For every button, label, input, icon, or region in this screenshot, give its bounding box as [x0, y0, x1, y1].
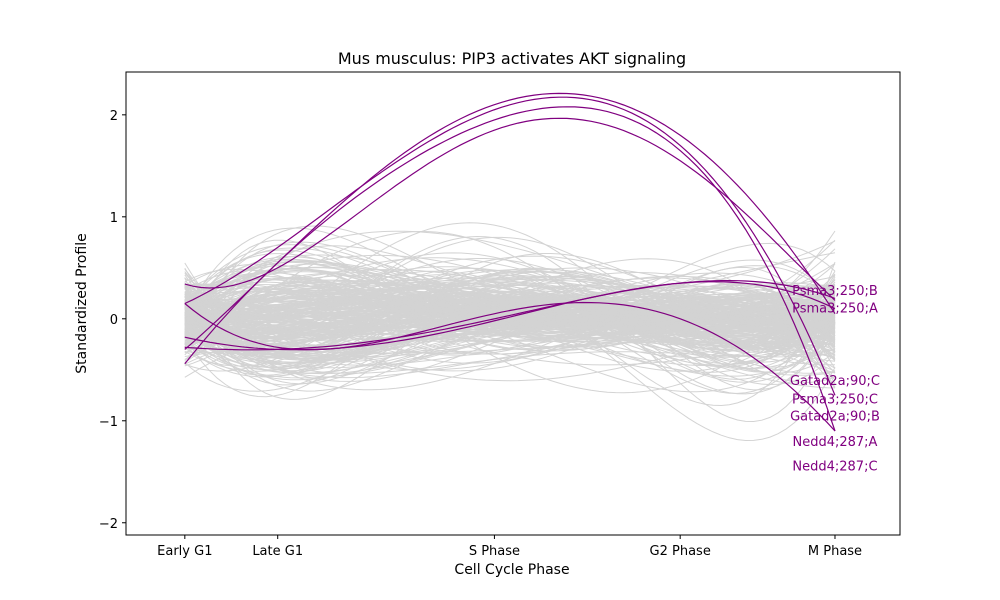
y-tick-label: 0	[110, 313, 118, 328]
series-label-1: Psma3;250;A	[792, 302, 878, 317]
background-profile-line	[184, 305, 836, 325]
series-label-6: Nedd4;287;C	[792, 460, 877, 475]
background-profile-line	[184, 290, 836, 320]
series-label-5: Nedd4;287;A	[792, 435, 877, 450]
background-profile-line	[184, 261, 836, 407]
background-profile-line	[184, 274, 836, 373]
background-profile-line	[184, 236, 836, 368]
background-profile-line	[184, 281, 836, 329]
background-profile-line	[184, 295, 836, 327]
y-tick-label: 1	[110, 211, 118, 226]
background-profile-line	[184, 330, 836, 382]
x-axis: Early G1 Late G1 S Phase G2 Phase M Phase	[157, 535, 862, 559]
background-profile-line	[184, 281, 836, 347]
background-profile-line	[184, 332, 836, 377]
series-label-2: Gatad2a;90;C	[790, 374, 880, 389]
series-line-3	[184, 96, 836, 396]
background-profile-line	[184, 282, 836, 364]
y-tick-label: 2	[110, 109, 118, 124]
series-line-0	[184, 117, 836, 301]
background-profile-line	[184, 303, 836, 338]
x-axis-label: Cell Cycle Phase	[454, 562, 569, 578]
series-label-4: Gatad2a;90;B	[790, 410, 880, 425]
background-profile-line	[184, 269, 836, 363]
series-label-3: Psma3;250;C	[792, 392, 878, 407]
background-profile-line	[184, 279, 836, 340]
background-profile-line	[184, 299, 836, 393]
x-tick-label: M Phase	[808, 544, 862, 559]
series-line-6	[184, 106, 836, 432]
y-tick-label: −2	[99, 517, 118, 532]
background-profile-line	[184, 307, 836, 341]
background-profile-line	[184, 271, 836, 360]
plot-frame	[125, 71, 901, 536]
background-profile-line	[184, 296, 836, 334]
background-profile-line	[184, 271, 836, 343]
x-tick-label: S Phase	[469, 544, 520, 559]
background-profile-line	[184, 272, 836, 361]
background-profile-line	[184, 286, 836, 346]
background-profile-line	[184, 282, 836, 347]
series-labels: Psma3;250;B Psma3;250;A Gatad2a;90;C Psma3;…	[790, 284, 880, 474]
background-profile-line	[184, 282, 836, 330]
y-tick-label: −1	[99, 415, 118, 430]
x-tick-label: G2 Phase	[650, 544, 711, 559]
plot-area	[184, 92, 836, 442]
background-profile-line	[184, 291, 836, 344]
y-axis-label: Standardized Profile	[74, 233, 90, 373]
x-tick-label: Late G1	[252, 544, 303, 559]
background-profile-line	[184, 279, 836, 350]
background-profile-line	[184, 284, 836, 371]
chart-title: Mus musculus: PIP3 activates AKT signali…	[338, 49, 686, 68]
background-profile-line	[184, 230, 836, 395]
background-profile-line	[184, 268, 836, 348]
y-axis: −2 −1 0 1 2	[99, 109, 126, 532]
background-profile-line	[184, 303, 836, 345]
series-line-5	[184, 301, 836, 432]
background-profile-line	[184, 267, 836, 356]
x-tick-label: Early G1	[157, 544, 212, 559]
background-profile-line	[184, 286, 836, 327]
background-profile-line	[184, 242, 836, 350]
background-profile-line	[184, 263, 836, 378]
background-profile-line	[184, 292, 836, 372]
series-label-0: Psma3;250;B	[792, 284, 878, 299]
